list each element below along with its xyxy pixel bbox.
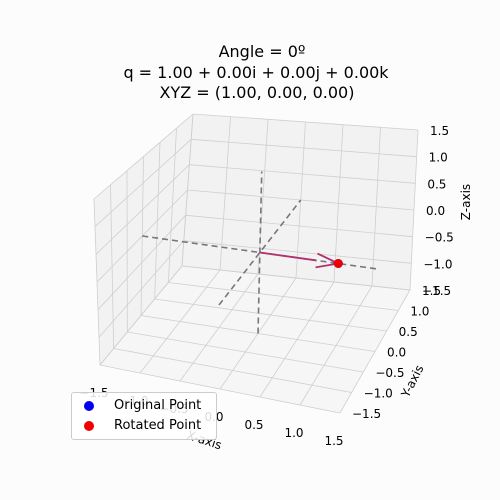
grid-line-wall-left-z <box>94 139 192 227</box>
pane-yz <box>94 114 193 365</box>
grid-line-wall-back-z <box>191 138 417 158</box>
legend: Original Point Rotated Point <box>71 392 217 440</box>
x-tick-label: 0.5 <box>244 418 263 432</box>
grid-line-floor-x <box>339 289 411 414</box>
grid-line-floor-y <box>168 282 399 311</box>
grid-line-wall-left-y <box>181 113 194 267</box>
title-line-3: XYZ = (1.00, 0.00, 0.00) <box>160 83 355 102</box>
y-tick-label: −0.5 <box>375 366 404 380</box>
legend-marker-original <box>84 400 94 411</box>
y-tick-label: 1.5 <box>422 284 441 298</box>
y-tick-label: −1.5 <box>352 407 381 421</box>
z-tick-label: 1.0 <box>429 151 448 165</box>
grid-line-wall-back-z <box>192 113 419 131</box>
legend-marker-rotated <box>84 420 94 431</box>
legend-item-rotated: Rotated Point <box>84 418 201 433</box>
legend-item-original: Original Point <box>84 398 201 413</box>
legend-label-rotated: Rotated Point <box>114 418 202 433</box>
legend-label-original: Original Point <box>114 398 202 413</box>
z-tick-label: 1.5 <box>430 124 449 138</box>
vector-shaft-0 <box>259 251 317 262</box>
reference-axis-y <box>218 199 302 306</box>
title-line-2: q = 1.00 + 0.00i + 0.00j + 0.00k <box>123 63 389 82</box>
y-tick-label: 0.0 <box>387 346 406 360</box>
x-tick-label: 1.0 <box>284 426 303 440</box>
y-tick-label: 0.5 <box>399 325 418 339</box>
chart-title: Angle = 0º q = 1.00 + 0.00i + 0.00j + 0.… <box>123 42 389 102</box>
y-tick-label: 1.0 <box>410 305 429 319</box>
z-axis-label: Z-axis <box>459 184 473 220</box>
axis-panes <box>94 114 418 413</box>
z-tick-label: 0.0 <box>426 204 445 218</box>
x-tick-label: 1.5 <box>324 434 343 448</box>
grid-line-wall-back-x <box>409 129 419 291</box>
data-marks <box>259 251 343 269</box>
point-rotated-point-0 <box>333 259 343 268</box>
y-tick-label: −1.0 <box>364 387 393 401</box>
grid-lines <box>93 113 419 414</box>
grid-line-floor-y <box>181 265 411 291</box>
grid-line-wall-left-z <box>93 113 194 200</box>
z-tick-label: 0.5 <box>427 177 446 191</box>
z-tick-label: −1.5 <box>422 284 451 298</box>
z-tick-label: −1.0 <box>423 257 452 271</box>
title-line-1: Angle = 0º <box>219 42 306 61</box>
z-tick-label: −0.5 <box>425 231 454 245</box>
